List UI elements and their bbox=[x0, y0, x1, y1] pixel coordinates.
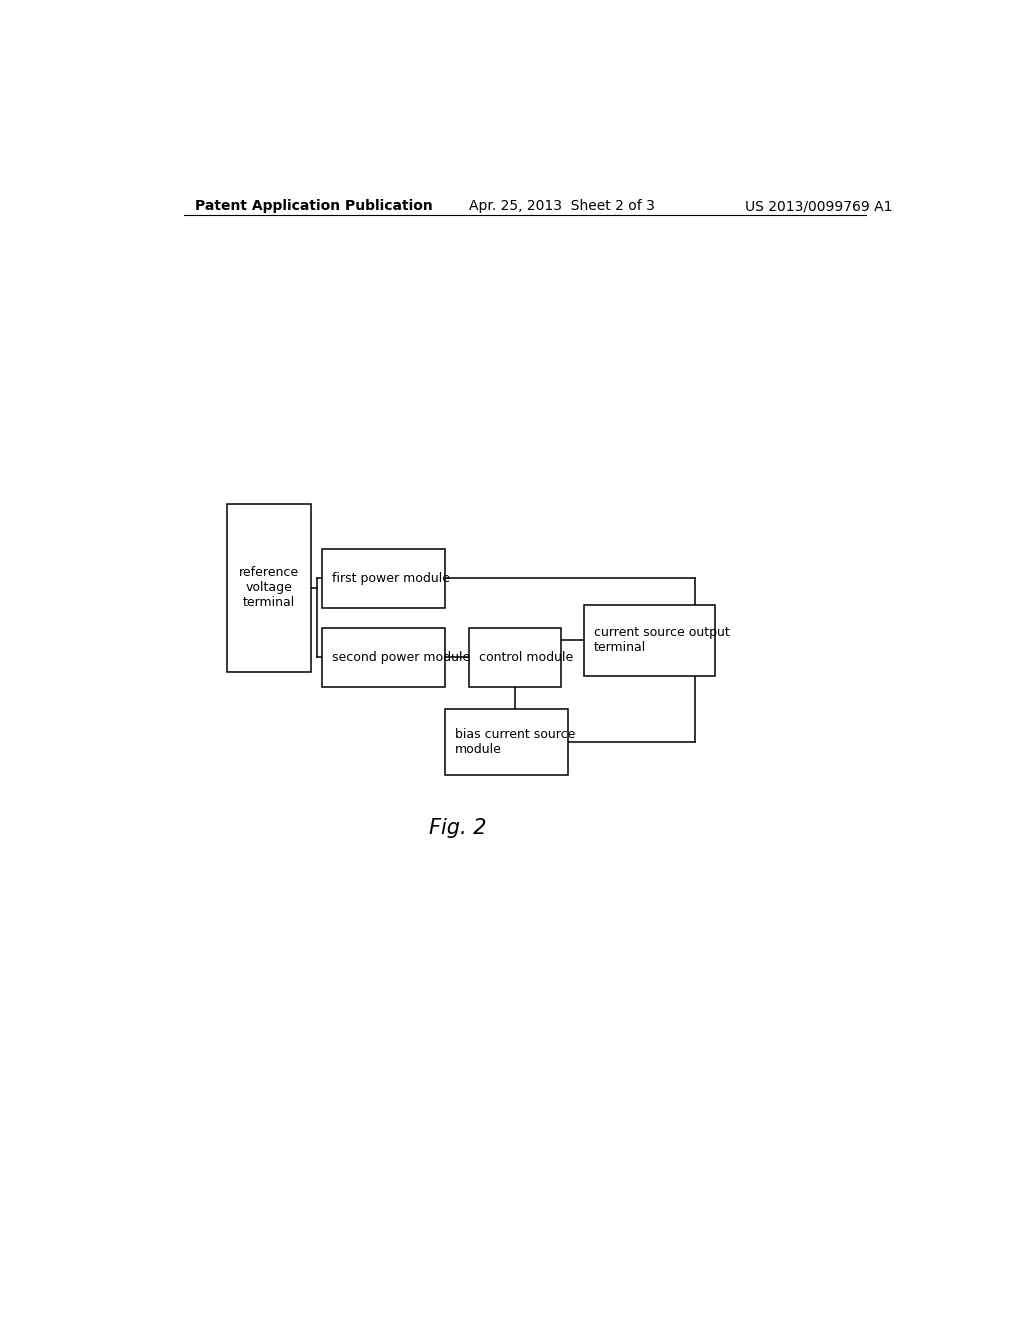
Text: US 2013/0099769 A1: US 2013/0099769 A1 bbox=[744, 199, 892, 213]
FancyBboxPatch shape bbox=[585, 605, 715, 676]
Text: first power module: first power module bbox=[332, 572, 450, 585]
Text: Fig. 2: Fig. 2 bbox=[429, 818, 486, 838]
Text: reference
voltage
terminal: reference voltage terminal bbox=[239, 566, 299, 610]
Text: Apr. 25, 2013  Sheet 2 of 3: Apr. 25, 2013 Sheet 2 of 3 bbox=[469, 199, 655, 213]
FancyBboxPatch shape bbox=[323, 549, 445, 607]
FancyBboxPatch shape bbox=[469, 628, 560, 686]
FancyBboxPatch shape bbox=[445, 709, 568, 775]
Text: control module: control module bbox=[479, 651, 573, 664]
Text: current source output
terminal: current source output terminal bbox=[594, 626, 729, 655]
FancyBboxPatch shape bbox=[323, 628, 445, 686]
Text: Patent Application Publication: Patent Application Publication bbox=[196, 199, 433, 213]
FancyBboxPatch shape bbox=[227, 504, 310, 672]
Text: bias current source
module: bias current source module bbox=[455, 729, 575, 756]
Text: second power module: second power module bbox=[332, 651, 470, 664]
